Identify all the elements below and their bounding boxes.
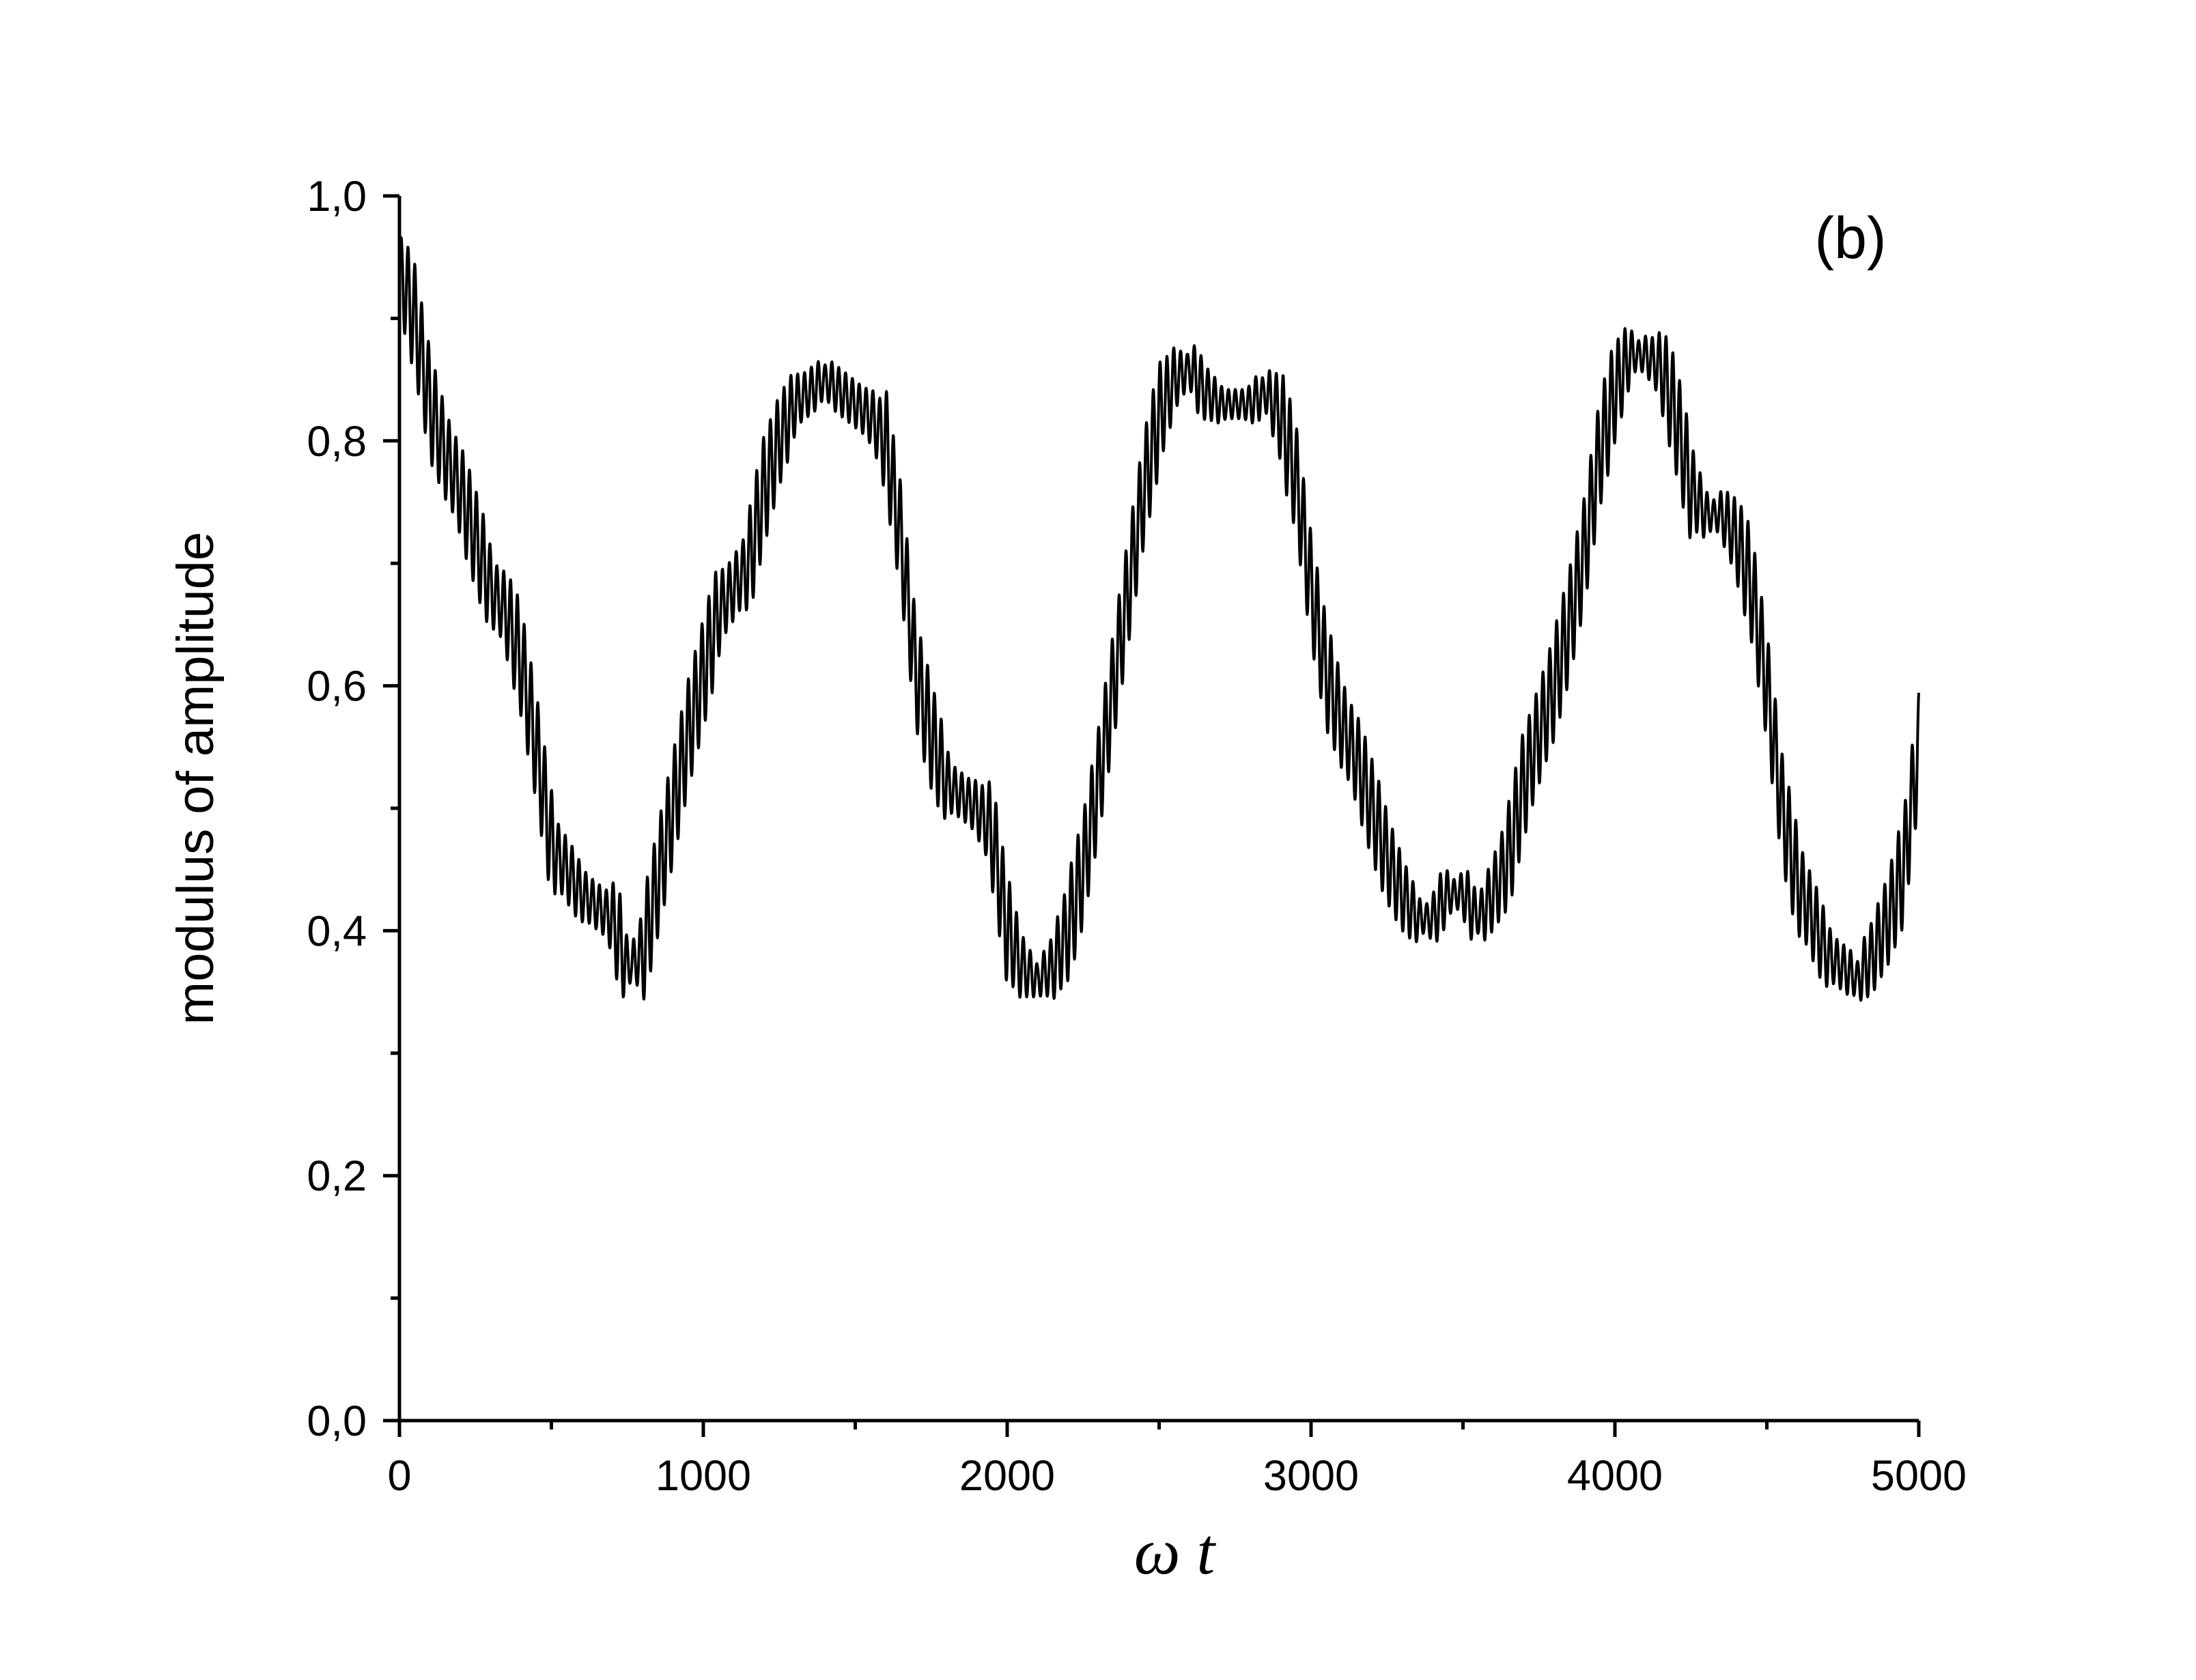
y-tick-label: 0,0 bbox=[307, 1397, 367, 1445]
x-tick-label: 4000 bbox=[1567, 1452, 1663, 1500]
x-tick-label: 3000 bbox=[1263, 1452, 1359, 1500]
series-layer bbox=[398, 236, 1920, 1002]
series-line-0 bbox=[398, 236, 1920, 1002]
y-tick-label: 0,4 bbox=[307, 907, 367, 955]
y-tick-label: 0,6 bbox=[307, 663, 367, 711]
x-tick-label: 1000 bbox=[656, 1452, 751, 1500]
panel-label: (b) bbox=[1814, 205, 1886, 271]
y-tick-label: 0,8 bbox=[307, 418, 367, 466]
x-tick-label: 5000 bbox=[1871, 1452, 1967, 1500]
axes: 0,0 0,2 0,4 0,6 0,8 1,0 0 1000 2000 3000 4000 5000 bbox=[307, 173, 1967, 1500]
x-axis-label: ω t bbox=[1134, 1515, 1217, 1588]
x-tick-label: 0 bbox=[387, 1452, 411, 1500]
x-tick-label: 2000 bbox=[959, 1452, 1055, 1500]
y-tick-label: 0,2 bbox=[307, 1152, 367, 1200]
labels: modulus of amplitude ω t (b) bbox=[167, 205, 1887, 1588]
y-axis-label: modulus of amplitude bbox=[167, 532, 225, 1025]
y-tick-label: 1,0 bbox=[307, 173, 367, 220]
